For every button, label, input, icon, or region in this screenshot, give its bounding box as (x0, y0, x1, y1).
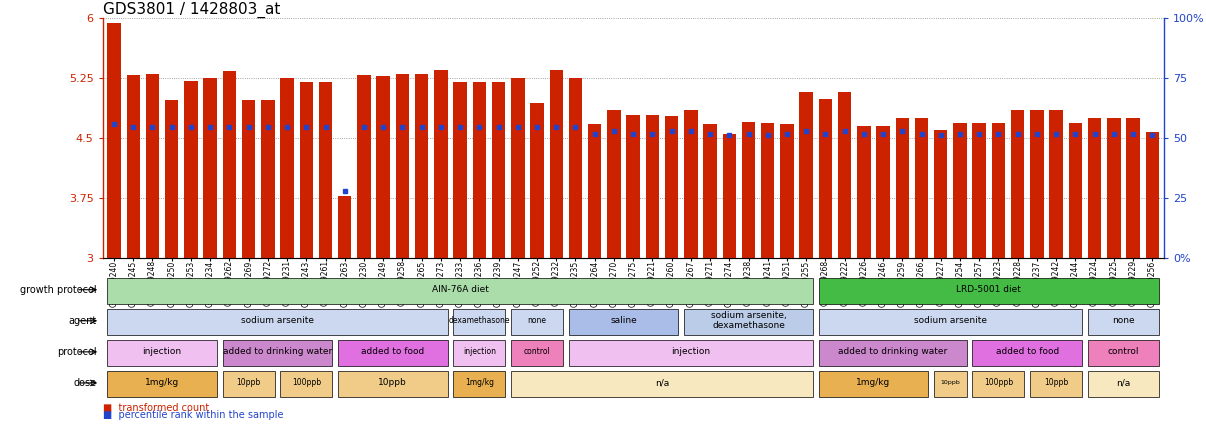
Text: dexamethasone: dexamethasone (449, 316, 510, 325)
Text: none: none (527, 316, 546, 325)
Text: GDS3801 / 1428803_at: GDS3801 / 1428803_at (103, 2, 280, 18)
Bar (204, 78, 217, 258)
Bar (645, 115, 660, 258)
Text: 10ppb: 10ppb (236, 378, 260, 388)
Bar (1011, 111, 1024, 258)
Text: control: control (1107, 347, 1140, 357)
Bar (857, 126, 871, 258)
Text: 10ppb: 10ppb (1044, 378, 1069, 388)
Bar (511, 78, 525, 258)
Bar (550, 70, 563, 258)
Text: n/a: n/a (655, 378, 669, 388)
Bar (953, 123, 967, 258)
Bar (1069, 123, 1082, 258)
Text: 1mg/kg: 1mg/kg (856, 378, 890, 388)
Bar (492, 82, 505, 258)
Text: none: none (1112, 316, 1135, 325)
Bar (1049, 111, 1062, 258)
Text: saline: saline (610, 316, 637, 325)
Text: 100ppb: 100ppb (292, 378, 321, 388)
Bar (531, 103, 544, 258)
Text: AIN-76A diet: AIN-76A diet (432, 285, 488, 294)
Text: added to food: added to food (362, 347, 425, 357)
Text: sodium arsenite: sodium arsenite (241, 316, 314, 325)
Bar (607, 111, 621, 258)
Bar (972, 123, 987, 258)
Text: injection: injection (463, 347, 496, 357)
Bar (223, 71, 236, 258)
Bar (626, 115, 640, 258)
Bar (780, 124, 794, 258)
Text: dose: dose (74, 378, 96, 388)
Bar (107, 24, 121, 258)
Bar (569, 78, 582, 258)
Bar (589, 124, 602, 258)
Bar (299, 82, 314, 258)
Bar (396, 74, 409, 258)
Bar (896, 119, 909, 258)
Bar (185, 81, 198, 258)
Bar (473, 83, 486, 258)
Text: agent: agent (69, 316, 96, 326)
Bar (434, 70, 447, 258)
Text: ■  percentile rank within the sample: ■ percentile rank within the sample (103, 410, 283, 420)
Bar (703, 124, 716, 258)
Text: sodium arsenite: sodium arsenite (914, 316, 987, 325)
Text: protocol: protocol (57, 347, 96, 357)
Bar (877, 126, 890, 258)
Bar (415, 74, 428, 258)
Bar (722, 134, 736, 258)
Text: n/a: n/a (1117, 378, 1130, 388)
Bar (684, 111, 697, 258)
Bar (357, 75, 370, 258)
Text: 1mg/kg: 1mg/kg (464, 378, 493, 388)
Bar (1107, 119, 1120, 258)
Bar (991, 123, 1005, 258)
Bar (146, 74, 159, 258)
Bar (665, 116, 678, 258)
Text: injection: injection (672, 347, 710, 357)
Bar (242, 100, 256, 258)
Text: growth protocol: growth protocol (19, 285, 96, 295)
Bar (800, 92, 813, 258)
Bar (742, 122, 755, 258)
Bar (338, 196, 351, 258)
Bar (165, 100, 178, 258)
Text: LRD-5001 diet: LRD-5001 diet (956, 285, 1021, 294)
Text: added to food: added to food (996, 347, 1059, 357)
Bar (1146, 132, 1159, 258)
Bar (1088, 119, 1101, 258)
Bar (376, 76, 390, 258)
Text: added to drinking water: added to drinking water (838, 347, 948, 357)
Bar (933, 130, 948, 258)
Bar (915, 119, 929, 258)
Bar (819, 99, 832, 258)
Text: added to drinking water: added to drinking water (223, 347, 332, 357)
Bar (1030, 111, 1043, 258)
Text: sodium arsenite,
dexamethasone: sodium arsenite, dexamethasone (710, 311, 786, 330)
Text: control: control (523, 347, 550, 357)
Bar (127, 75, 140, 258)
Text: 10ppb: 10ppb (941, 381, 960, 385)
Text: 100ppb: 100ppb (984, 378, 1013, 388)
Bar (1126, 119, 1140, 258)
Text: 10ppb: 10ppb (379, 378, 408, 388)
Bar (280, 78, 294, 258)
Text: ■  transformed count: ■ transformed count (103, 404, 209, 413)
Bar (318, 82, 333, 258)
Bar (838, 92, 851, 258)
Text: injection: injection (142, 347, 182, 357)
Bar (262, 100, 275, 258)
Text: 1mg/kg: 1mg/kg (145, 378, 180, 388)
Bar (453, 82, 467, 258)
Bar (761, 123, 774, 258)
